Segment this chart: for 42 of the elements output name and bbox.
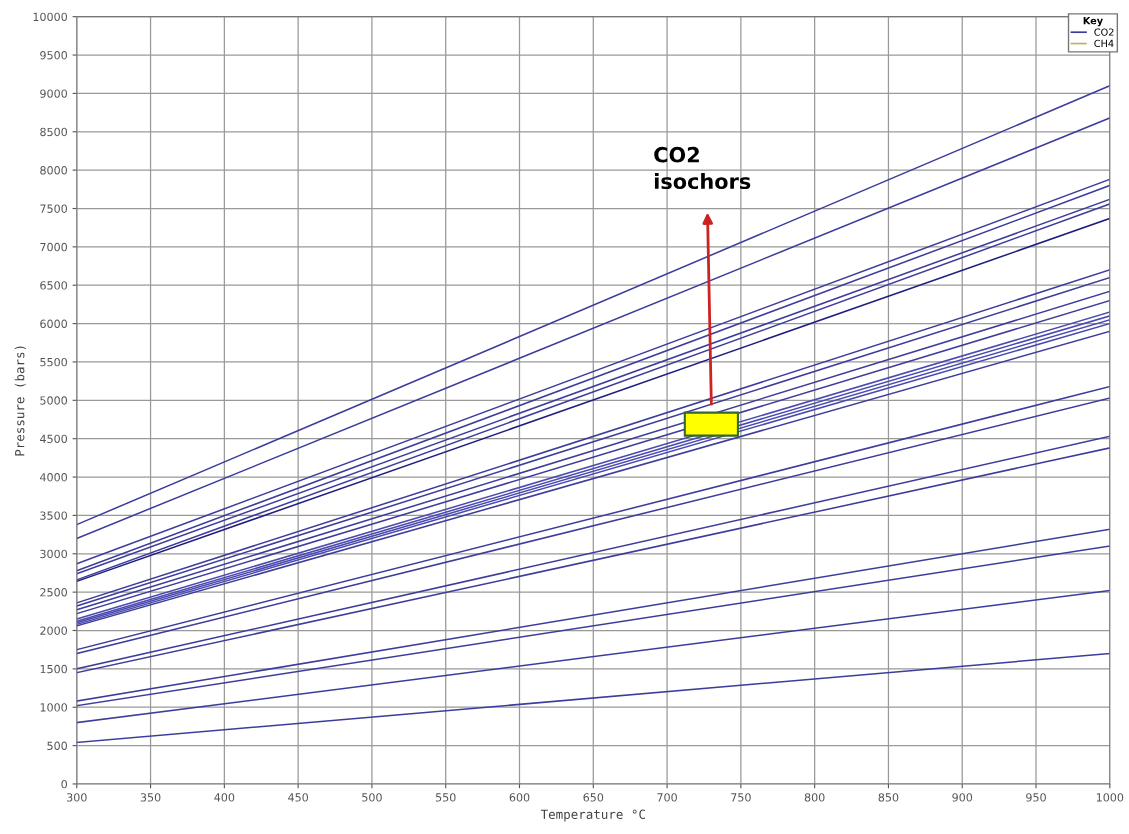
x-tick-label: 450 — [288, 793, 308, 802]
y-axis-title: Pressure (bars) — [14, 346, 26, 456]
x-tick-label: 500 — [362, 793, 382, 802]
y-tick-label: 3500 — [40, 511, 68, 520]
y-tick-label: 7000 — [40, 242, 68, 252]
x-tick-label: 400 — [214, 793, 235, 802]
x-tick-label: 550 — [435, 793, 456, 802]
x-tick-label: 300 — [67, 793, 87, 802]
x-tick-label: 600 — [509, 793, 530, 802]
legend-title: Key — [1083, 17, 1103, 27]
x-tick-label: 900 — [952, 793, 973, 802]
y-tick-label: 1500 — [40, 664, 68, 674]
y-tick-label: 6500 — [40, 281, 68, 290]
y-tick-label: 9500 — [40, 51, 68, 60]
y-tick-label: 7500 — [40, 204, 68, 213]
x-tick-label: 950 — [1026, 793, 1046, 802]
y-tick-label: 1000 — [40, 703, 68, 712]
x-tick-label: 650 — [583, 793, 604, 802]
y-tick-label: 0 — [61, 779, 68, 789]
y-tick-label: 6000 — [40, 319, 68, 328]
y-tick-label: 2500 — [40, 588, 68, 597]
y-tick-label: 8500 — [40, 127, 68, 137]
x-tick-label: 700 — [657, 793, 677, 802]
y-tick-label: 5500 — [40, 357, 68, 367]
y-tick-label: 5000 — [40, 396, 68, 405]
y-tick-label: 2000 — [40, 626, 68, 635]
y-tick-label: 8000 — [40, 166, 68, 175]
legend-label: CO2 — [1094, 28, 1114, 36]
y-tick-label: 500 — [47, 741, 68, 750]
y-tick-label: 3000 — [40, 549, 68, 559]
x-tick-label: 750 — [731, 793, 751, 802]
x-tick-label: 1000 — [1096, 793, 1124, 802]
y-tick-label: 10000 — [33, 12, 68, 22]
annotation: CO2 isochors — [654, 146, 751, 190]
x-axis-title: Temperature °C — [540, 809, 645, 822]
x-tick-label: 350 — [140, 793, 161, 802]
y-tick-label: 4500 — [40, 434, 68, 444]
legend-label: CH4 — [1094, 39, 1114, 48]
x-tick-label: 800 — [804, 793, 825, 802]
x-tick-label: 850 — [878, 793, 899, 802]
y-tick-label: 4000 — [40, 473, 68, 482]
y-tick-label: 9000 — [40, 89, 68, 98]
